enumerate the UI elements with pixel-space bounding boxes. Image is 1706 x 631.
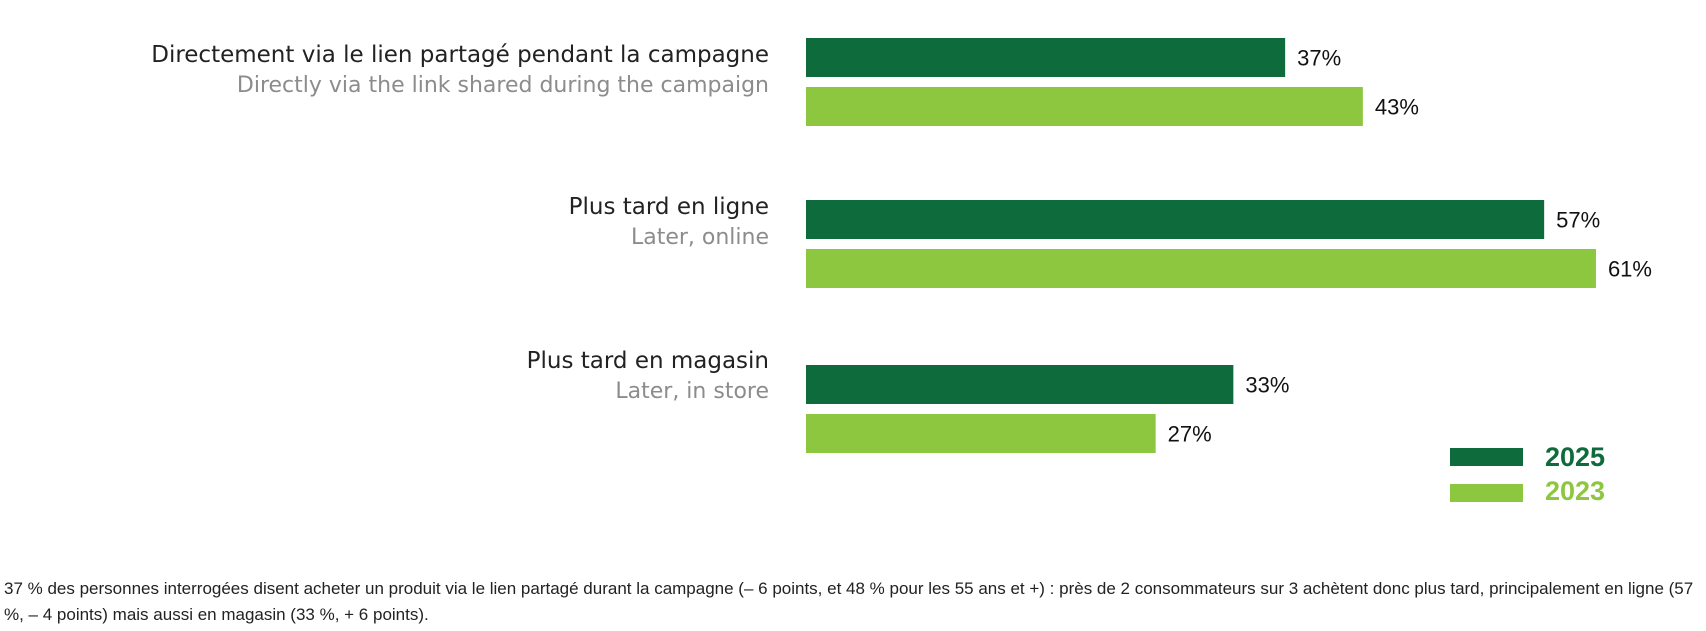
bar-chart: Directement via le lien partagé pendant … [151,38,1652,506]
bar-2025-later-in-store [806,365,1234,404]
category-sublabel-later-online: Later, online [630,225,769,250]
value-label-2023-directly: 43% [1375,95,1419,120]
legend-swatch-2025 [1450,448,1523,466]
legend-swatch-2023 [1450,484,1523,502]
category-label-later-online: Plus tard en ligne [568,194,769,220]
legend-label-2025: 2025 [1545,442,1606,472]
bar-2025-directly [806,38,1286,77]
bars-area: 37% 57% 33% 43% 61% 27% [806,38,1652,453]
category-label-later-in-store: Plus tard en magasin [526,348,769,374]
bar-2023-later-online [806,249,1596,288]
bar-2025-later-online [806,200,1545,239]
value-label-2025-later-in-store: 33% [1245,373,1289,398]
category-sublabel-later-in-store: Later, in store [615,379,769,404]
category-sublabel-directly: Directly via the link shared during the … [236,73,769,98]
chart-caption: 37 % des personnes interrogées disent ac… [4,579,1694,624]
category-label-directly: Directement via le lien partagé pendant … [151,42,769,68]
value-label-2025-directly: 37% [1297,46,1341,71]
bar-2023-directly [806,87,1363,126]
legend-label-2023: 2023 [1545,476,1606,506]
value-label-2023-later-in-store: 27% [1168,422,1212,447]
bar-2023-later-in-store [806,414,1156,453]
value-label-2023-later-online: 61% [1608,257,1652,282]
value-label-2025-later-online: 57% [1556,208,1600,233]
